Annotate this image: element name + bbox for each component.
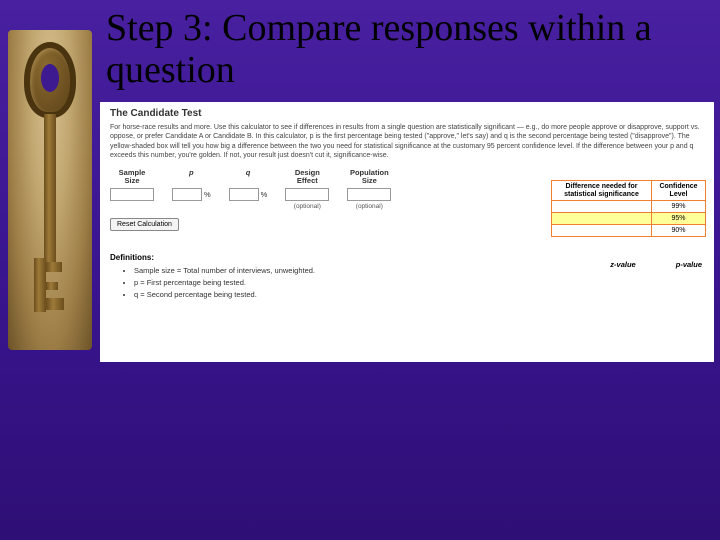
sample-size-col: Sample Size [110,169,154,202]
sample-size-label-2: Size [124,176,139,185]
conf-cell-90: 90% [652,225,706,237]
design-effect-optional: (optional) [285,203,329,210]
population-size-input[interactable] [347,188,391,201]
diff-header-l2: statistical significance [564,191,639,198]
conf-header-l1: Confidence [659,183,697,190]
conf-cell-99: 99% [652,201,706,213]
design-effect-input[interactable] [285,188,329,201]
sample-size-input[interactable] [110,188,154,201]
diff-cell-99 [552,201,652,213]
population-size-optional: (optional) [347,203,391,210]
zp-labels: z-value p-value [610,260,702,269]
diff-cell-95 [552,213,652,225]
q-input[interactable] [229,188,259,201]
population-size-label-2: Size [362,176,377,185]
diff-header-l1: Difference needed for [566,183,638,190]
p-suffix: % [204,190,211,199]
table-row: 95% [552,213,706,225]
result-header-diff: Difference needed for statistical signif… [552,181,652,201]
conf-cell-95: 95% [652,213,706,225]
diff-cell-90 [552,225,652,237]
p-col: p % [172,169,211,202]
q-col: q % [229,169,268,202]
result-table: Difference needed for statistical signif… [551,180,706,237]
calculator-heading: The Candidate Test [110,108,704,119]
q-suffix: % [261,190,268,199]
design-effect-label-2: Effect [297,176,318,185]
calculator-panel: The Candidate Test For horse-race result… [100,102,714,362]
result-header-conf: Confidence Level [652,181,706,201]
p-label: p [189,168,194,177]
slide-title: Step 3: Compare responses within a quest… [106,8,686,92]
p-value-label: p-value [676,260,702,269]
reset-calculation-button[interactable]: Reset Calculation [110,218,179,231]
conf-header-l2: Level [670,191,688,198]
table-row: 99% [552,201,706,213]
list-item: p = First percentage being tested. [134,278,704,287]
population-size-col: Population Size (optional) [347,169,391,211]
z-value-label: z-value [610,260,635,269]
design-effect-col: Design Effect (optional) [285,169,329,211]
calculator-description: For horse-race results and more. Use thi… [110,123,704,161]
q-label: q [246,168,251,177]
list-item: q = Second percentage being tested. [134,290,704,299]
key-decoration [0,0,100,540]
p-input[interactable] [172,188,202,201]
table-row: 90% [552,225,706,237]
